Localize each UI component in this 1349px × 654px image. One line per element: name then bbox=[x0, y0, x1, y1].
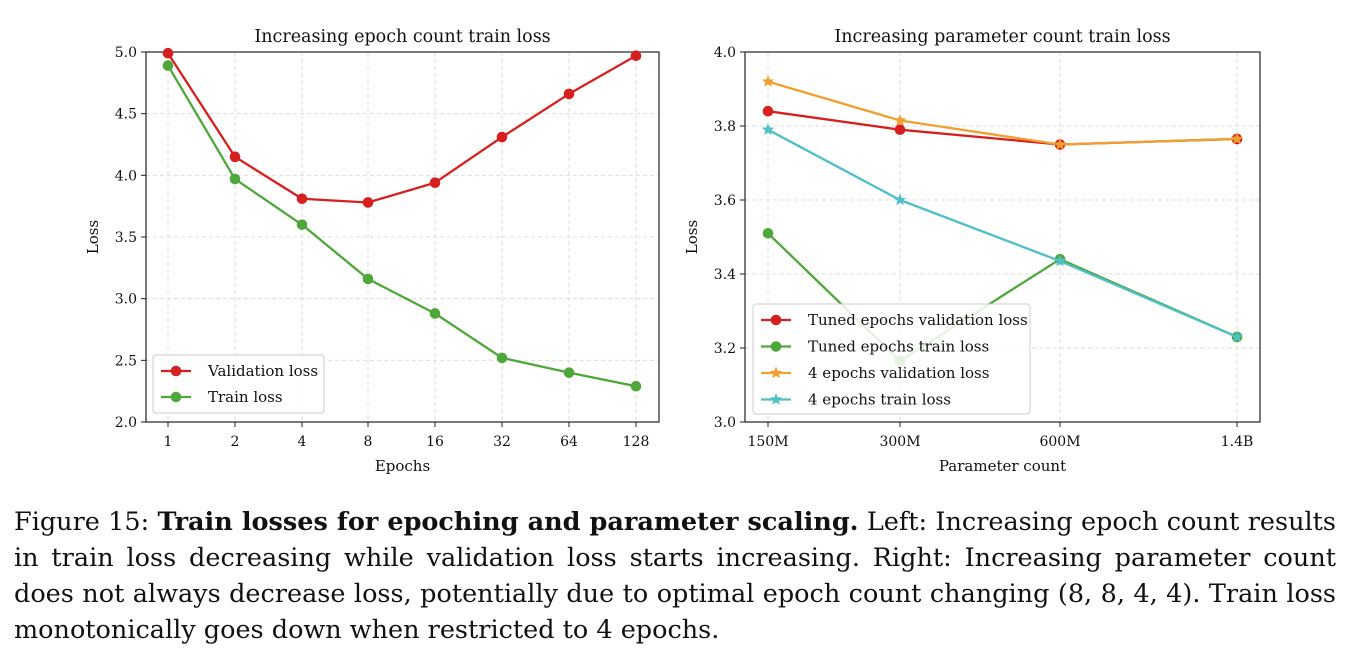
caption-label: Figure 15: bbox=[14, 507, 150, 537]
legend-swatch-marker bbox=[170, 365, 182, 377]
data-point bbox=[229, 151, 241, 163]
x-tick-label: 300M bbox=[879, 434, 920, 450]
legend-label: Train loss bbox=[208, 388, 283, 406]
x-tick-label: 2 bbox=[231, 434, 240, 450]
x-tick-label: 1.4B bbox=[1221, 434, 1254, 450]
figure: 2.0 2.5 3.0 3.5 4.0 4.5 5.0 1 2 4 8 16 32 64 128 Increa… bbox=[84, 27, 1261, 475]
y-tick-label: 3.2 bbox=[714, 341, 736, 357]
legend-label: 4 epochs validation loss bbox=[808, 364, 989, 382]
legend: Validation loss Train loss bbox=[152, 354, 325, 414]
legend-swatch-marker bbox=[170, 391, 182, 403]
caption-text: Left: Increasing epoch count results in … bbox=[14, 507, 1336, 645]
caption-bold-title: Train losses for epoching and parameter … bbox=[157, 507, 859, 537]
chart-2: 3.0 3.2 3.4 3.6 3.8 4.0 150M 300M 600M 1.4B Increa… bbox=[683, 27, 1261, 475]
y-tick-label: 4.0 bbox=[714, 45, 736, 61]
y-tick-label: 2.0 bbox=[115, 415, 137, 431]
data-point bbox=[362, 273, 374, 285]
y-tick-label: 3.5 bbox=[115, 230, 137, 246]
x-tick-label: 16 bbox=[426, 434, 444, 450]
y-tick-label: 4.0 bbox=[115, 168, 137, 184]
legend-label: Validation loss bbox=[207, 362, 318, 380]
data-point bbox=[563, 88, 575, 100]
data-point bbox=[429, 177, 441, 189]
y-tick-label: 2.5 bbox=[115, 353, 137, 369]
chart-title: Increasing parameter count train loss bbox=[834, 27, 1170, 47]
series-1 bbox=[762, 105, 1243, 150]
x-axis-label: Epochs bbox=[375, 457, 430, 475]
data-point bbox=[162, 60, 174, 71]
data-point-star bbox=[893, 193, 907, 206]
x-tick-label: 600M bbox=[1039, 434, 1080, 450]
series-1 bbox=[162, 47, 642, 208]
data-point-star bbox=[893, 113, 907, 126]
data-point-star bbox=[1230, 330, 1244, 343]
legend-box bbox=[752, 303, 1031, 415]
series-2 bbox=[162, 60, 642, 392]
y-tick-label: 3.8 bbox=[714, 119, 736, 135]
x-axis-label: Parameter count bbox=[939, 457, 1066, 475]
legend-swatch-star bbox=[769, 366, 783, 379]
series-4 bbox=[761, 123, 1244, 343]
data-point bbox=[429, 308, 441, 319]
data-point bbox=[894, 124, 906, 135]
series-line bbox=[767, 128, 1238, 338]
y-tick-label: 3.4 bbox=[714, 267, 736, 283]
y-tick-label: 5.0 bbox=[115, 45, 137, 61]
data-point bbox=[229, 173, 241, 185]
data-point bbox=[362, 197, 374, 208]
y-axis-label: Loss bbox=[84, 220, 102, 254]
data-point-star bbox=[761, 123, 775, 135]
x-tick-label: 32 bbox=[493, 434, 511, 450]
x-tick-label: 8 bbox=[364, 434, 373, 450]
chart-title: Increasing epoch count train loss bbox=[254, 27, 550, 47]
legend-label: 4 epochs train loss bbox=[808, 391, 951, 409]
data-point bbox=[162, 47, 174, 59]
series-line bbox=[767, 110, 1238, 146]
series-line bbox=[167, 64, 637, 388]
x-tick-label: 128 bbox=[623, 434, 650, 450]
data-point-star bbox=[1053, 254, 1067, 267]
legend-label: Tuned epochs validation loss bbox=[808, 311, 1028, 329]
data-point-star bbox=[1230, 132, 1244, 145]
data-point-star bbox=[1053, 138, 1067, 150]
legend-label: Tuned epochs train loss bbox=[808, 338, 989, 356]
figure-caption: Figure 15: Train losses for epoching and… bbox=[14, 504, 1336, 648]
series-line bbox=[167, 52, 637, 204]
data-point bbox=[296, 193, 308, 205]
x-tick-label: 1 bbox=[164, 434, 173, 450]
data-point-star bbox=[761, 75, 775, 87]
x-tick-label: 150M bbox=[747, 434, 788, 450]
y-tick-label: 4.5 bbox=[115, 107, 137, 123]
legend-swatch-star bbox=[769, 393, 783, 405]
data-point bbox=[496, 352, 508, 364]
legend: Tuned epochs validation loss Tuned epochs… bbox=[752, 303, 1031, 415]
x-tick-label: 4 bbox=[298, 434, 307, 450]
legend-box bbox=[152, 354, 325, 414]
data-point bbox=[762, 105, 774, 117]
series-3 bbox=[761, 75, 1244, 150]
data-point bbox=[762, 228, 774, 239]
data-point bbox=[630, 50, 642, 61]
data-point bbox=[296, 219, 308, 230]
y-tick-label: 3.0 bbox=[714, 415, 736, 431]
data-point bbox=[496, 131, 508, 143]
legend-swatch-marker bbox=[770, 341, 782, 352]
series-line bbox=[767, 80, 1238, 146]
y-tick-label: 3.0 bbox=[115, 292, 137, 308]
legend-swatch-marker bbox=[770, 314, 782, 326]
x-tick-label: 64 bbox=[560, 434, 578, 450]
y-axis-label: Loss bbox=[683, 220, 701, 254]
data-point bbox=[630, 380, 642, 392]
chart-1: 2.0 2.5 3.0 3.5 4.0 4.5 5.0 1 2 4 8 16 32 64 128 Increa… bbox=[84, 27, 660, 475]
y-tick-label: 3.6 bbox=[714, 193, 736, 209]
data-point bbox=[563, 367, 575, 378]
plot-frame bbox=[744, 51, 1261, 423]
